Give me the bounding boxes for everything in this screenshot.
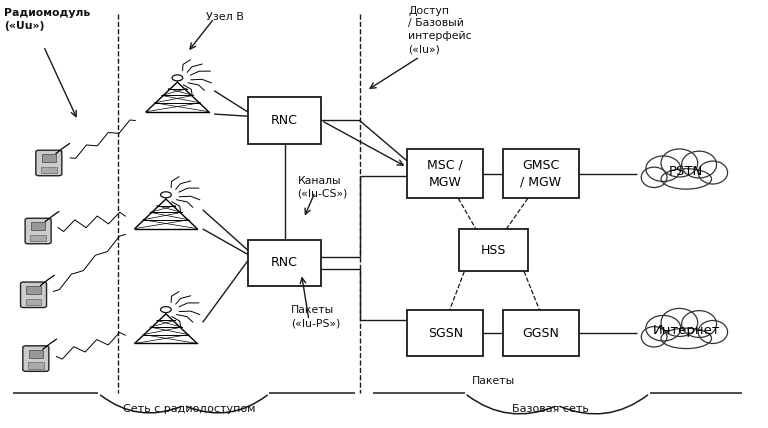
Ellipse shape xyxy=(698,321,727,344)
Text: Каналы
(«Iu-CS»): Каналы («Iu-CS») xyxy=(297,176,348,199)
Ellipse shape xyxy=(641,167,667,187)
FancyBboxPatch shape xyxy=(502,149,579,198)
Text: PSTN: PSTN xyxy=(669,165,703,178)
Ellipse shape xyxy=(661,169,711,189)
FancyBboxPatch shape xyxy=(26,286,41,294)
Ellipse shape xyxy=(661,149,698,177)
FancyBboxPatch shape xyxy=(41,155,56,162)
Text: Интернет: Интернет xyxy=(653,324,720,337)
Text: RNC: RNC xyxy=(271,256,298,269)
Text: GGSN: GGSN xyxy=(522,327,559,339)
Text: Сеть с радиодоступом: Сеть с радиодоступом xyxy=(123,404,255,414)
FancyBboxPatch shape xyxy=(28,363,44,369)
FancyBboxPatch shape xyxy=(28,350,43,358)
FancyBboxPatch shape xyxy=(25,299,41,305)
FancyBboxPatch shape xyxy=(31,223,45,230)
Ellipse shape xyxy=(682,311,717,337)
Ellipse shape xyxy=(661,328,711,348)
FancyBboxPatch shape xyxy=(502,310,579,357)
Text: Доступ
/ Базовый
интерфейс
(«Iu»): Доступ / Базовый интерфейс («Iu») xyxy=(409,6,472,54)
Text: RNC: RNC xyxy=(271,114,298,127)
Text: Пакеты: Пакеты xyxy=(472,376,515,386)
Text: HSS: HSS xyxy=(481,244,506,257)
Ellipse shape xyxy=(682,151,717,178)
FancyBboxPatch shape xyxy=(248,97,321,144)
FancyBboxPatch shape xyxy=(248,240,321,286)
FancyBboxPatch shape xyxy=(25,218,51,244)
Ellipse shape xyxy=(646,315,680,341)
Text: MSC /
MGW: MSC / MGW xyxy=(427,159,463,189)
Circle shape xyxy=(161,192,171,198)
Text: Базовая сеть: Базовая сеть xyxy=(512,404,589,414)
FancyBboxPatch shape xyxy=(30,235,46,241)
FancyBboxPatch shape xyxy=(459,229,528,271)
Text: Пакеты
(«Iu-PS»): Пакеты («Iu-PS») xyxy=(290,306,340,328)
Text: Радиомодуль
(«Uu»): Радиомодуль («Uu») xyxy=(5,8,91,30)
FancyBboxPatch shape xyxy=(36,150,62,176)
Circle shape xyxy=(161,306,171,312)
FancyBboxPatch shape xyxy=(23,346,49,372)
Ellipse shape xyxy=(646,156,680,181)
FancyBboxPatch shape xyxy=(407,310,484,357)
Ellipse shape xyxy=(698,161,727,184)
Text: Узел B: Узел B xyxy=(207,12,244,22)
FancyBboxPatch shape xyxy=(407,149,484,198)
Ellipse shape xyxy=(661,309,698,336)
Ellipse shape xyxy=(641,327,667,347)
FancyBboxPatch shape xyxy=(21,282,47,308)
Circle shape xyxy=(172,75,183,81)
Text: GMSC
/ MGW: GMSC / MGW xyxy=(520,159,561,189)
Text: SGSN: SGSN xyxy=(428,327,463,339)
FancyBboxPatch shape xyxy=(41,167,57,173)
